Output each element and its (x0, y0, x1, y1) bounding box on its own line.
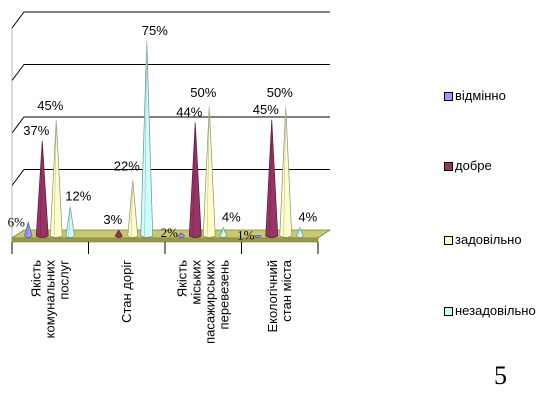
cone-shading (39, 140, 43, 237)
data-label: 75% (142, 23, 168, 38)
category-label-line: Якість (28, 260, 43, 297)
cone-shading (179, 232, 182, 237)
category-label-line: стан міста (279, 259, 294, 321)
cone-bar (202, 106, 216, 238)
data-label: 45% (253, 102, 279, 117)
category-label-line: комунальних (42, 260, 57, 339)
gridline (11, 116, 330, 134)
category-label-line: Якість (174, 260, 189, 297)
data-label: 4% (222, 210, 241, 225)
legend-label: відмінно (455, 88, 506, 103)
category-label: Екологічний стан міста (265, 259, 294, 332)
legend-item: незадовільно (444, 303, 547, 318)
data-label: 50% (190, 85, 216, 100)
cone-bar (188, 122, 202, 238)
legend-label: незадовільно (455, 303, 536, 318)
legend-swatch (444, 162, 453, 171)
chart-series (24, 41, 304, 238)
cone-chart: 6%37%45%12%3%22%75%2%44%50%4%1%45%50%4% … (8, 11, 332, 344)
cone-shading (298, 227, 301, 237)
cone-bar (65, 206, 75, 238)
category-label-line: перевезень (216, 260, 231, 330)
legend-item: відмінно (444, 88, 547, 103)
data-label: 12% (65, 189, 91, 204)
data-label: 22% (114, 158, 140, 173)
cone-bar (295, 226, 304, 238)
cone-bar (24, 220, 33, 238)
cone-shading (117, 230, 120, 237)
chart-floor (10, 229, 332, 254)
data-label: 44% (176, 105, 202, 120)
category-label-line: послуг (56, 260, 71, 300)
gridline (11, 64, 330, 81)
cone-bar (35, 140, 49, 238)
cone-bar (140, 41, 154, 238)
data-label: 45% (37, 98, 63, 113)
legend-swatch (444, 307, 453, 316)
data-label: 4% (298, 210, 317, 225)
cone-bar (279, 106, 293, 238)
category-label-line: міських (188, 260, 203, 305)
category-label-line: Екологічний (265, 260, 280, 333)
category-label: Якість міських пасажирських перевезень (174, 260, 231, 344)
category-label: Стан доріг (119, 260, 134, 323)
data-label: 3% (103, 212, 122, 227)
cone-bar (253, 235, 262, 238)
legend-item: добре (444, 158, 547, 173)
cone-shading (256, 235, 258, 237)
data-label: 50% (267, 85, 293, 100)
cone-bar (49, 119, 63, 238)
legend-swatch (444, 236, 453, 245)
chart-data-labels: 6% 37% 45% 12% 3% 22% 75% 2% 44% 50% 4% 1% 45% 50% 4% (8, 23, 318, 242)
chart-gridlines (11, 11, 330, 238)
cone-bar (127, 180, 139, 238)
data-label: 37% (23, 123, 49, 138)
gridline (11, 169, 330, 186)
category-label-line: Стан доріг (119, 260, 134, 323)
legend-item: задовільно (444, 232, 547, 247)
cone-shading (130, 180, 134, 237)
cone-shading (221, 227, 224, 237)
gridline (11, 11, 330, 29)
legend-swatch (444, 92, 453, 101)
cone-shading (53, 119, 57, 237)
cone-bar (177, 232, 186, 238)
cone-bar (265, 119, 279, 238)
data-label: 1% (237, 227, 255, 242)
legend-label: задовільно (455, 232, 522, 247)
data-label: 2% (161, 225, 179, 240)
cone-shading (206, 106, 210, 237)
cone-bar (219, 226, 228, 238)
cone-shading (192, 122, 196, 237)
cone-shading (269, 119, 273, 237)
cone-shading (26, 222, 29, 237)
cone-bar (114, 229, 123, 238)
data-label: 6% (8, 214, 26, 229)
cone-shading (144, 41, 148, 237)
cone-shading (68, 206, 71, 237)
chart-category-labels: Якість комунальних послуг Стан доріг Якість м… (28, 259, 294, 344)
page-number: 5 (494, 361, 507, 390)
legend-label: добре (455, 158, 492, 173)
category-label: Якість комунальних послуг (28, 260, 71, 339)
category-label-line: пасажирських (202, 260, 217, 344)
cone-shading (283, 106, 287, 237)
